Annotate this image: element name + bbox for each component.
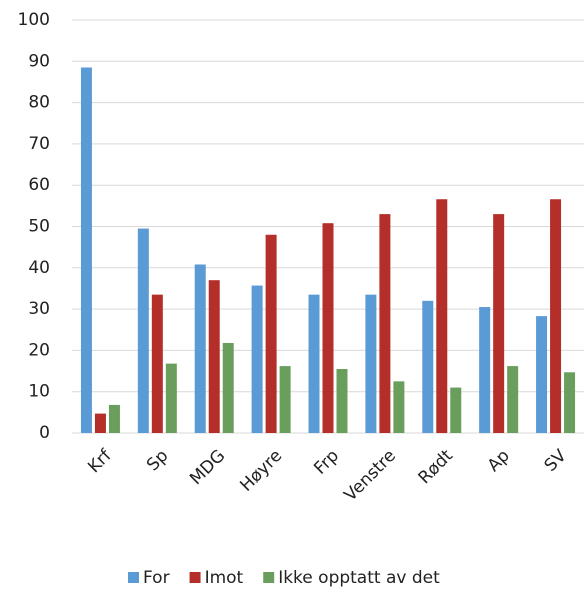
bar xyxy=(251,285,263,433)
x-tick: Høyre xyxy=(236,446,286,496)
x-tick-label: Rødt xyxy=(415,446,457,488)
bar xyxy=(265,234,277,433)
x-tick-label: SV xyxy=(541,446,571,476)
bar xyxy=(308,294,320,433)
bar xyxy=(108,404,120,433)
x-tick-label: Venstre xyxy=(340,446,399,505)
x-tick: SV xyxy=(541,446,571,476)
x-tick-label: Høyre xyxy=(236,446,286,496)
bar xyxy=(151,294,163,433)
bar xyxy=(536,316,548,433)
bar xyxy=(550,199,562,433)
bar xyxy=(165,363,177,433)
bar xyxy=(479,307,491,433)
x-tick: Sp xyxy=(143,446,172,475)
bar xyxy=(322,223,334,433)
x-tick-label: Sp xyxy=(143,446,172,475)
y-tick-label: 20 xyxy=(28,340,50,360)
legend-swatch xyxy=(263,572,275,583)
bar xyxy=(365,294,377,433)
y-tick-label: 60 xyxy=(28,175,50,195)
y-tick-label: 100 xyxy=(18,10,50,30)
y-tick-label: 80 xyxy=(28,93,50,113)
x-tick: Rødt xyxy=(415,446,457,488)
y-tick-label: 50 xyxy=(28,217,50,237)
y-tick-label: 30 xyxy=(28,299,50,319)
bar xyxy=(422,300,434,433)
bar xyxy=(393,381,405,433)
x-tick: Krf xyxy=(84,445,116,477)
bar xyxy=(194,264,206,433)
legend-label: For xyxy=(143,568,170,588)
bar xyxy=(94,413,106,433)
bar xyxy=(507,366,519,433)
x-tick: MDG xyxy=(186,446,229,489)
bar xyxy=(450,387,462,433)
x-tick-label: Krf xyxy=(84,445,116,477)
bar xyxy=(279,366,291,433)
legend-swatch xyxy=(189,572,201,583)
x-tick: Ap xyxy=(484,446,514,476)
legend-label: Ikke opptatt av det xyxy=(278,568,440,588)
bar xyxy=(336,368,348,433)
legend-swatch xyxy=(128,572,139,583)
bar xyxy=(436,199,448,433)
x-tick-label: MDG xyxy=(186,446,229,489)
x-tick-label: Ap xyxy=(484,446,514,476)
bar xyxy=(222,342,234,433)
bar xyxy=(493,214,505,433)
legend-label: Imot xyxy=(205,568,244,588)
bar xyxy=(208,280,220,433)
bar xyxy=(564,372,576,433)
bar xyxy=(137,228,149,433)
y-tick-label: 70 xyxy=(28,134,50,154)
x-tick: Venstre xyxy=(340,446,399,505)
y-tick-label: 40 xyxy=(28,258,50,278)
bar xyxy=(80,67,92,434)
y-tick-label: 10 xyxy=(28,382,50,402)
x-tick-label: Frp xyxy=(310,446,343,479)
x-tick: Frp xyxy=(310,446,343,479)
bar xyxy=(379,214,391,433)
y-tick-label: 0 xyxy=(39,423,50,443)
y-tick-label: 90 xyxy=(28,51,50,71)
